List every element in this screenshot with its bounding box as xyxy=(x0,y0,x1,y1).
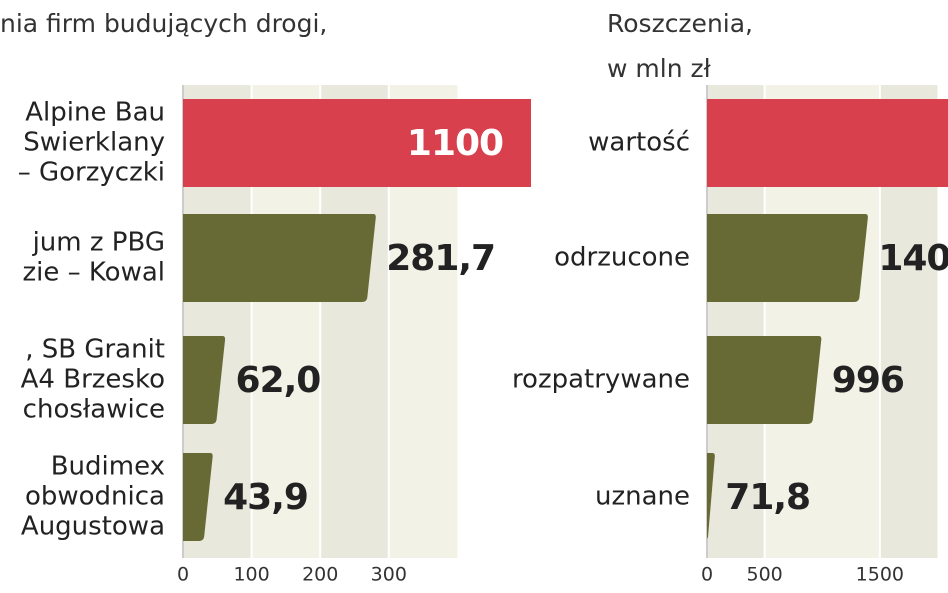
x-tick-label: 500 xyxy=(746,564,782,586)
bar xyxy=(183,336,226,424)
value-label: 71,8 xyxy=(725,477,810,518)
bar xyxy=(183,453,213,541)
bar xyxy=(183,99,531,187)
category-label: chosławice xyxy=(23,395,165,425)
value-label: 281,7 xyxy=(386,238,495,279)
bar xyxy=(707,336,822,424)
bar xyxy=(707,99,948,187)
chart-title: Roszczenia, xyxy=(607,9,753,38)
value-label: 1400 xyxy=(878,238,948,279)
x-tick-label: 1500 xyxy=(856,564,904,586)
category-label: zie – Kowal xyxy=(23,258,165,288)
bar xyxy=(183,214,376,302)
bars xyxy=(183,99,531,541)
x-tick-label: 100 xyxy=(233,564,269,586)
category-label: odrzucone xyxy=(554,243,690,273)
x-tick-label: 0 xyxy=(701,564,713,586)
value-label: 43,9 xyxy=(223,477,308,518)
category-label: Augustowa xyxy=(21,512,165,542)
category-label: uznane xyxy=(595,482,690,512)
category-label: obwodnica xyxy=(25,482,165,512)
bars xyxy=(707,99,948,541)
x-tick-label: 300 xyxy=(371,564,407,586)
category-label: Budimex xyxy=(51,452,165,482)
chart-title: w mln zł xyxy=(607,54,712,83)
category-label: jum z PBG xyxy=(32,228,165,258)
category-label: Alpine Bau xyxy=(25,98,165,128)
chart-title: nia firm budujących drogi, xyxy=(0,9,327,38)
category-label: rozpatrywane xyxy=(512,365,690,395)
value-label: 996 xyxy=(832,360,904,401)
value-label: 62,0 xyxy=(236,360,321,401)
category-label: – Gorzyczki xyxy=(18,158,165,188)
bar xyxy=(707,214,868,302)
category-label: wartość xyxy=(588,128,690,158)
category-label: A4 Brzesko xyxy=(21,365,165,395)
x-tick-label: 200 xyxy=(302,564,338,586)
bar xyxy=(707,453,715,541)
value-label: 1100 xyxy=(407,123,503,164)
category-label: Swierklany xyxy=(23,128,165,158)
x-tick-label: 0 xyxy=(177,564,189,586)
category-label: , SB Granit xyxy=(25,335,165,365)
